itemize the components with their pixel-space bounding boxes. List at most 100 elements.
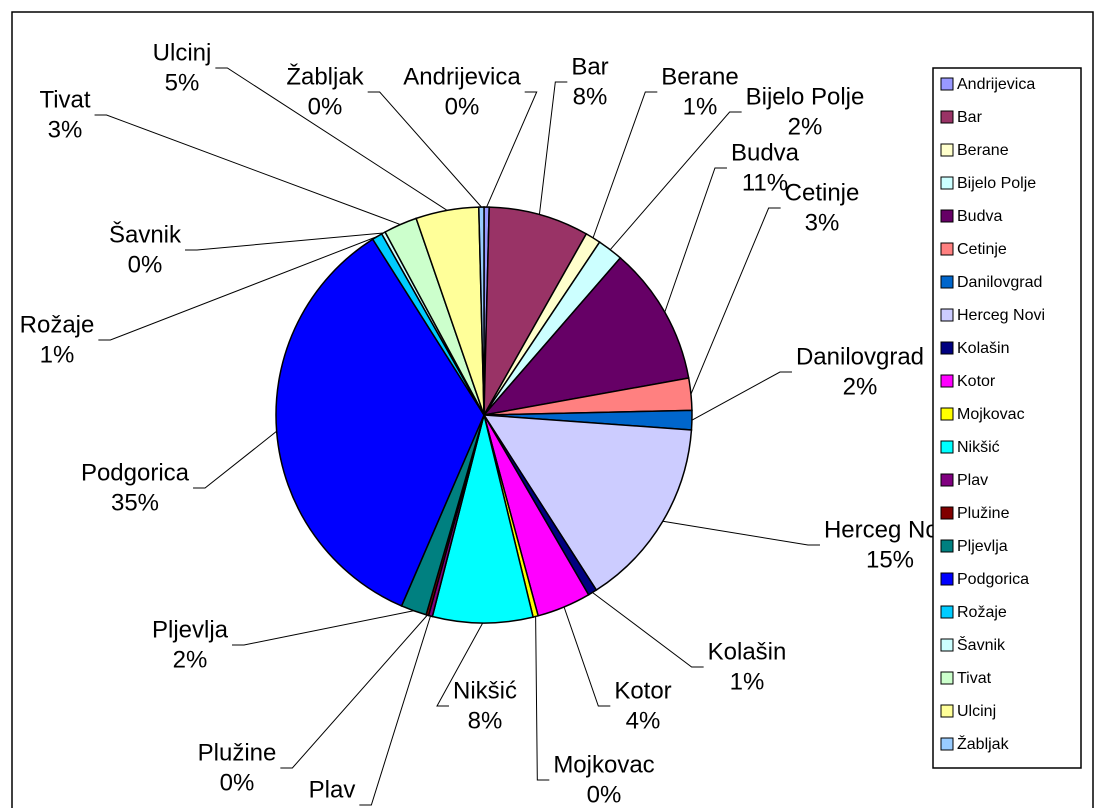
slice-label-name: Budva: [731, 139, 800, 166]
legend-label: Tivat: [957, 670, 992, 687]
legend-label: Cetinje: [957, 241, 1007, 258]
legend-swatch: [940, 506, 954, 520]
slice-label-value: 1%: [40, 341, 75, 368]
slice-label-name: Danilovgrad: [796, 343, 924, 370]
legend-label: Ulcinj: [957, 703, 996, 720]
leader-line: [592, 592, 704, 668]
legend-swatch: [940, 308, 954, 322]
slice-label-value: 11%: [742, 169, 788, 196]
slice-label-value: 0%: [587, 781, 622, 808]
legend-label: Plužine: [957, 505, 1010, 522]
legend-swatch: [940, 242, 954, 256]
pie-slice: [482, 256, 690, 417]
slice-label-name: Žabljak: [286, 63, 364, 90]
legend-swatch: [940, 176, 954, 190]
slice-label-value: 3%: [805, 209, 840, 236]
slice-label-value: 2%: [788, 113, 823, 140]
legend-label: Pljevlja: [957, 538, 1008, 555]
pie-slice: [431, 414, 535, 624]
legend-swatch: [940, 638, 954, 652]
slice-label-value: 15%: [866, 546, 914, 573]
slice-label-value: 0%: [220, 769, 255, 796]
slice-label-name: Plav: [309, 776, 356, 803]
slice-label-name: Andrijevica: [403, 63, 521, 90]
slice-label-value: 0%: [308, 93, 343, 120]
legend-label: Andrijevica: [957, 76, 1035, 93]
slice-label-name: Cetinje: [785, 179, 860, 206]
legend-swatch: [940, 143, 954, 157]
legend-swatch: [940, 539, 954, 553]
leader-line: [662, 520, 820, 546]
slice-label-name: Kotor: [614, 677, 671, 704]
leader-line: [486, 91, 538, 208]
legend-label: Nikšić: [957, 439, 1000, 456]
leader-line: [215, 67, 448, 211]
leader-line: [436, 622, 484, 707]
slice-label-value: 2%: [843, 373, 878, 400]
slice-label-value: 2%: [173, 646, 208, 673]
legend-label: Mojkovac: [957, 406, 1025, 423]
slice-label-value: 0%: [315, 806, 350, 808]
legend-label: Kolašin: [957, 340, 1009, 357]
slice-label-name: Podgorica: [81, 459, 190, 486]
leader-line: [563, 606, 611, 707]
legend-label: Podgorica: [957, 571, 1029, 588]
legend-swatch: [940, 572, 954, 586]
slice-label-name: Berane: [661, 63, 738, 90]
legend-swatch: [940, 671, 954, 685]
legend-label: Šavnik: [957, 635, 1006, 654]
slice-label-name: Šavnik: [109, 220, 182, 248]
legend-swatch: [940, 110, 954, 124]
legend-label: Berane: [957, 142, 1009, 159]
leader-line: [538, 81, 568, 215]
slice-label-name: Plužine: [198, 739, 277, 766]
leader-line: [232, 610, 414, 646]
leader-line: [367, 91, 482, 208]
legend-label: Budva: [957, 208, 1002, 225]
legend-swatch: [940, 737, 954, 751]
legend-swatch: [940, 605, 954, 619]
pie-slice: [482, 414, 693, 592]
slice-label-value: 8%: [573, 83, 608, 110]
slice-label-name: Rožaje: [20, 311, 95, 338]
leader-line: [193, 430, 277, 489]
leader-line: [691, 371, 792, 421]
legend-label: Herceg Novi: [957, 307, 1045, 324]
pie-slice: [275, 238, 485, 607]
slice-label-name: Tivat: [39, 86, 90, 113]
slice-label-value: 5%: [165, 69, 200, 96]
slice-label-value: 35%: [111, 489, 159, 516]
slice-label-name: Mojkovac: [553, 751, 654, 778]
legend-label: Kotor: [957, 373, 996, 390]
legend-swatch: [940, 374, 954, 388]
leader-line: [592, 91, 658, 239]
leader-line: [94, 114, 401, 226]
pie-slice: [483, 206, 588, 416]
leader-line: [98, 236, 378, 341]
leader-line: [280, 614, 428, 769]
slice-label-name: Bijelo Polje: [746, 83, 865, 110]
legend-swatch: [940, 209, 954, 223]
slice-label-value: 1%: [730, 668, 765, 695]
legend-swatch: [940, 341, 954, 355]
slice-label-name: Pljevlja: [152, 616, 229, 643]
slice-label-value: 0%: [445, 93, 480, 120]
slice-label-name: Bar: [571, 53, 608, 80]
leader-line: [535, 616, 550, 781]
legend-box: [932, 67, 1082, 769]
slice-label-value: 1%: [683, 93, 718, 120]
leader-line: [664, 167, 727, 313]
slice-label-value: 4%: [626, 707, 661, 734]
legend-swatch: [940, 77, 954, 91]
legend-label: Bar: [957, 109, 983, 126]
slice-label-value: 8%: [468, 707, 503, 734]
legend-label: Danilovgrad: [957, 274, 1042, 291]
legend-label: Žabljak: [957, 734, 1010, 753]
legend-swatch: [940, 704, 954, 718]
legend-label: Plav: [957, 472, 988, 489]
slice-label-name: Nikšić: [453, 677, 517, 704]
legend-swatch: [940, 407, 954, 421]
legend-label: Bijelo Polje: [957, 175, 1036, 192]
leader-line: [690, 207, 781, 395]
